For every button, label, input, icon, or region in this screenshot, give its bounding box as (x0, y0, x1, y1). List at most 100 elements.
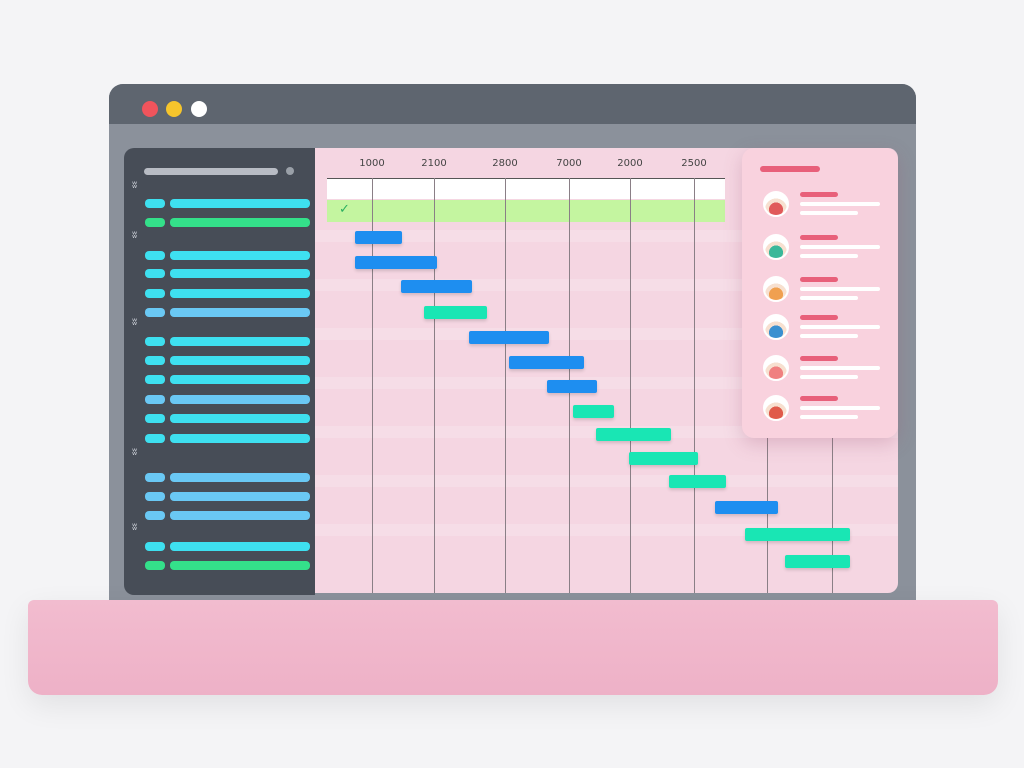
butterfly-icon[interactable]: ʬ (132, 522, 138, 533)
team-member[interactable] (742, 394, 898, 422)
member-detail (800, 415, 858, 419)
team-member[interactable] (742, 190, 898, 218)
gantt-bar[interactable] (596, 428, 671, 441)
grid-line (505, 178, 506, 593)
member-detail (800, 334, 858, 338)
gantt-bar[interactable] (424, 306, 487, 319)
butterfly-icon[interactable]: ʬ (132, 180, 138, 191)
grid-row (315, 475, 898, 487)
task-name (170, 395, 310, 404)
tick-label: 2100 (421, 158, 447, 169)
butterfly-icon[interactable]: ʬ (132, 317, 138, 328)
task-list-item[interactable] (124, 218, 315, 228)
tick-label: 2000 (617, 158, 643, 169)
timeline-axis (327, 178, 725, 179)
task-tag (145, 251, 165, 260)
task-name (170, 542, 310, 551)
avatar[interactable] (763, 276, 789, 302)
task-list-item[interactable] (124, 337, 315, 347)
grid-line (434, 178, 435, 593)
task-tag (145, 395, 165, 404)
task-list-item[interactable] (124, 542, 315, 552)
task-list-item[interactable] (124, 561, 315, 571)
gantt-bar[interactable] (401, 280, 472, 293)
task-tag (145, 375, 165, 384)
task-name (170, 356, 310, 365)
member-role (800, 356, 838, 361)
task-tag (145, 218, 165, 227)
task-tag (145, 414, 165, 423)
task-tag (145, 308, 165, 317)
gantt-bar[interactable] (715, 501, 778, 514)
task-list-item[interactable] (124, 492, 315, 502)
task-tag (145, 492, 165, 501)
milestone-row[interactable]: ✓ (327, 200, 725, 222)
gantt-bar[interactable] (355, 231, 402, 244)
task-name (170, 375, 310, 384)
member-name (800, 202, 880, 206)
gantt-bar[interactable] (355, 256, 437, 269)
task-list-item[interactable] (124, 356, 315, 366)
grid-row (315, 451, 898, 463)
butterfly-icon[interactable]: ʬ (132, 447, 138, 458)
task-list-item[interactable] (124, 395, 315, 405)
gantt-bar[interactable] (785, 555, 850, 568)
gantt-bar[interactable] (629, 452, 698, 465)
avatar[interactable] (763, 191, 789, 217)
task-list-item[interactable] (124, 511, 315, 521)
avatar[interactable] (763, 355, 789, 381)
task-list-item[interactable] (124, 473, 315, 483)
team-member[interactable] (742, 275, 898, 303)
task-list-item[interactable] (124, 308, 315, 318)
task-name (170, 492, 310, 501)
member-name (800, 287, 880, 291)
task-name (170, 308, 310, 317)
avatar[interactable] (763, 234, 789, 260)
task-name (170, 269, 310, 278)
member-role (800, 277, 838, 282)
task-sidebar: ʬ ʬ ʬ ʬ ʬ (124, 148, 315, 595)
gantt-bar[interactable] (547, 380, 597, 393)
timeline-header-row (327, 179, 725, 199)
gantt-bar[interactable] (469, 331, 549, 344)
team-member[interactable] (742, 313, 898, 341)
task-tag (145, 511, 165, 520)
member-role (800, 315, 838, 320)
avatar[interactable] (763, 314, 789, 340)
task-list-item[interactable] (124, 251, 315, 261)
sidebar-menu-icon[interactable] (286, 167, 294, 175)
butterfly-icon[interactable]: ʬ (132, 230, 138, 241)
gantt-bar[interactable] (745, 528, 850, 541)
member-name (800, 406, 880, 410)
minimize-button[interactable] (166, 101, 182, 117)
task-list-item[interactable] (124, 269, 315, 279)
task-list-item[interactable] (124, 414, 315, 424)
task-name (170, 473, 310, 482)
avatar[interactable] (763, 395, 789, 421)
task-name (170, 199, 310, 208)
member-name (800, 245, 880, 249)
gantt-bar[interactable] (573, 405, 614, 418)
member-detail (800, 254, 858, 258)
maximize-button[interactable] (191, 101, 207, 117)
team-member[interactable] (742, 354, 898, 382)
check-icon: ✓ (339, 202, 350, 217)
close-button[interactable] (142, 101, 158, 117)
tick-label: 2500 (681, 158, 707, 169)
gantt-bar[interactable] (669, 475, 726, 488)
member-detail (800, 296, 858, 300)
team-member[interactable] (742, 233, 898, 261)
task-name (170, 289, 310, 298)
grid-line (630, 178, 631, 593)
tick-label: 1000 (359, 158, 385, 169)
task-list-item[interactable] (124, 289, 315, 299)
task-list-item[interactable] (124, 199, 315, 209)
task-list-item[interactable] (124, 434, 315, 444)
task-tag (145, 199, 165, 208)
task-list-item[interactable] (124, 375, 315, 385)
gantt-bar[interactable] (509, 356, 584, 369)
laptop-base (28, 600, 998, 695)
task-name (170, 434, 310, 443)
grid-line (372, 178, 373, 593)
member-role (800, 396, 838, 401)
